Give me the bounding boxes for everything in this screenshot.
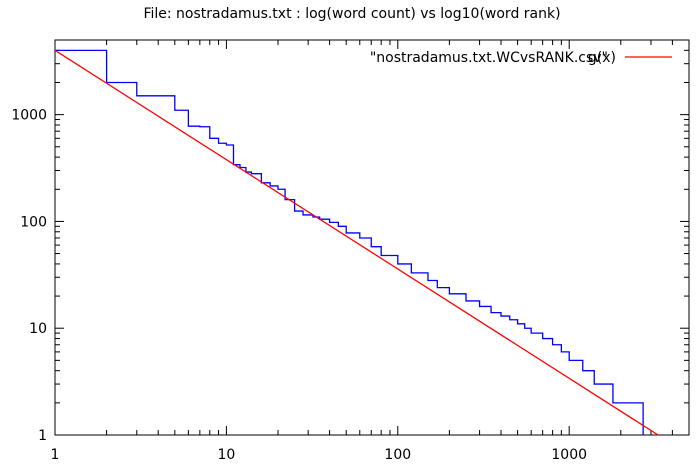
x-tick-label: 10 [217, 447, 235, 463]
x-tick-label: 100 [384, 447, 411, 463]
chart-title: File: nostradamus.txt : log(word count) … [143, 6, 560, 22]
series-line-2 [54, 49, 659, 436]
x-tick-label: 1 [51, 447, 60, 463]
legend-label-series-1: "nostradamus.txt.WCvsRANK.csv" [370, 50, 608, 66]
plot-area: 1 10 100 1000 1 10 100 1000 [11, 39, 690, 463]
y-tick-label: 1000 [11, 108, 47, 124]
x-tick-label: 1000 [551, 447, 587, 463]
series-line-1 [55, 49, 644, 435]
legend: "nostradamus.txt.WCvsRANK.csv" g(x) [370, 50, 672, 66]
legend-label-series-2: g(x) [588, 50, 616, 66]
y-tick-label: 1 [38, 428, 47, 444]
y-tick-label: 100 [20, 214, 47, 230]
y-tick-label: 10 [29, 321, 47, 337]
